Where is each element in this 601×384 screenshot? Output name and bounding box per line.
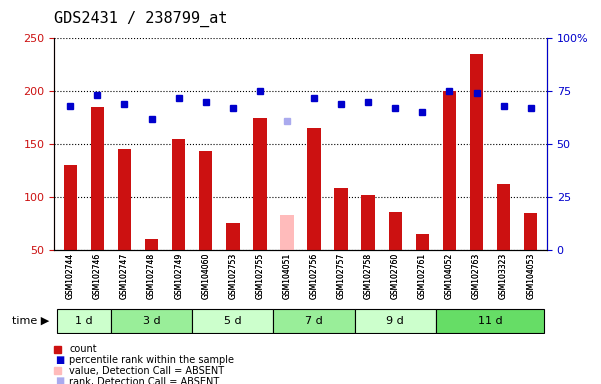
Bar: [91, 107, 104, 250]
FancyBboxPatch shape: [355, 309, 436, 333]
Text: GSM102746: GSM102746: [93, 253, 102, 299]
Text: value, Detection Call = ABSENT: value, Detection Call = ABSENT: [69, 366, 224, 376]
FancyBboxPatch shape: [436, 309, 544, 333]
FancyBboxPatch shape: [192, 309, 273, 333]
Bar: [470, 54, 483, 250]
Text: GSM102755: GSM102755: [255, 253, 264, 299]
Text: GSM102753: GSM102753: [228, 253, 237, 299]
FancyBboxPatch shape: [273, 309, 355, 333]
Bar: [361, 195, 375, 250]
Bar: [172, 139, 186, 250]
Text: GSM104060: GSM104060: [201, 253, 210, 299]
Text: GDS2431 / 238799_at: GDS2431 / 238799_at: [54, 11, 227, 27]
Text: rank, Detection Call = ABSENT: rank, Detection Call = ABSENT: [69, 377, 219, 384]
Text: 1 d: 1 d: [75, 316, 93, 326]
Text: GSM102760: GSM102760: [391, 253, 400, 299]
Bar: [145, 239, 158, 250]
Text: 5 d: 5 d: [224, 316, 242, 326]
Bar: [524, 213, 537, 250]
Bar: [118, 149, 131, 250]
Text: GSM102758: GSM102758: [364, 253, 373, 299]
Bar: [334, 189, 348, 250]
Text: GSM102760: GSM102760: [391, 253, 400, 299]
Bar: [497, 184, 510, 250]
Text: 9 d: 9 d: [386, 316, 404, 326]
Text: GSM102763: GSM102763: [472, 253, 481, 299]
Text: GSM102749: GSM102749: [174, 253, 183, 299]
Text: GSM102757: GSM102757: [337, 253, 346, 299]
Text: GSM102756: GSM102756: [310, 253, 319, 299]
Text: GSM104051: GSM104051: [282, 253, 291, 299]
Text: GSM104052: GSM104052: [445, 253, 454, 299]
Text: GSM102744: GSM102744: [66, 253, 75, 299]
Bar: [388, 212, 402, 250]
Text: GSM102747: GSM102747: [120, 253, 129, 299]
Text: GSM102747: GSM102747: [120, 253, 129, 299]
Bar: [226, 223, 240, 250]
Text: GSM102753: GSM102753: [228, 253, 237, 299]
Text: ■: ■: [55, 376, 64, 384]
Bar: [199, 151, 213, 250]
Text: 11 d: 11 d: [478, 316, 502, 326]
Text: GSM102748: GSM102748: [147, 253, 156, 299]
Text: GSM102744: GSM102744: [66, 253, 75, 299]
FancyBboxPatch shape: [111, 309, 192, 333]
Bar: [253, 118, 267, 250]
Text: percentile rank within the sample: percentile rank within the sample: [69, 355, 234, 365]
Text: GSM102748: GSM102748: [147, 253, 156, 299]
Bar: [415, 234, 429, 250]
Text: GSM102761: GSM102761: [418, 253, 427, 299]
Text: 7 d: 7 d: [305, 316, 323, 326]
Text: GSM104053: GSM104053: [526, 253, 535, 299]
Text: ■: ■: [55, 355, 64, 365]
Bar: [443, 91, 456, 250]
Text: GSM104053: GSM104053: [526, 253, 535, 299]
Bar: [64, 165, 77, 250]
Text: GSM102761: GSM102761: [418, 253, 427, 299]
Text: GSM102755: GSM102755: [255, 253, 264, 299]
Text: GSM102749: GSM102749: [174, 253, 183, 299]
Text: time ▶: time ▶: [12, 316, 49, 326]
FancyBboxPatch shape: [57, 309, 111, 333]
Text: GSM104051: GSM104051: [282, 253, 291, 299]
Text: GSM104052: GSM104052: [445, 253, 454, 299]
Bar: [280, 215, 294, 250]
Text: GSM103323: GSM103323: [499, 253, 508, 299]
Bar: [307, 128, 321, 250]
Text: GSM102756: GSM102756: [310, 253, 319, 299]
Text: GSM104060: GSM104060: [201, 253, 210, 299]
Text: count: count: [69, 344, 97, 354]
Text: GSM103323: GSM103323: [499, 253, 508, 299]
Text: GSM102757: GSM102757: [337, 253, 346, 299]
Text: GSM102746: GSM102746: [93, 253, 102, 299]
Text: 3 d: 3 d: [143, 316, 160, 326]
Text: GSM102758: GSM102758: [364, 253, 373, 299]
Text: GSM102763: GSM102763: [472, 253, 481, 299]
